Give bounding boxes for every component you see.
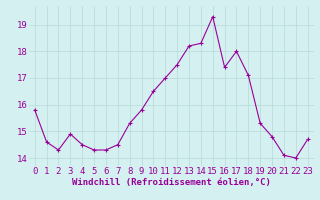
X-axis label: Windchill (Refroidissement éolien,°C): Windchill (Refroidissement éolien,°C) [72, 178, 271, 187]
